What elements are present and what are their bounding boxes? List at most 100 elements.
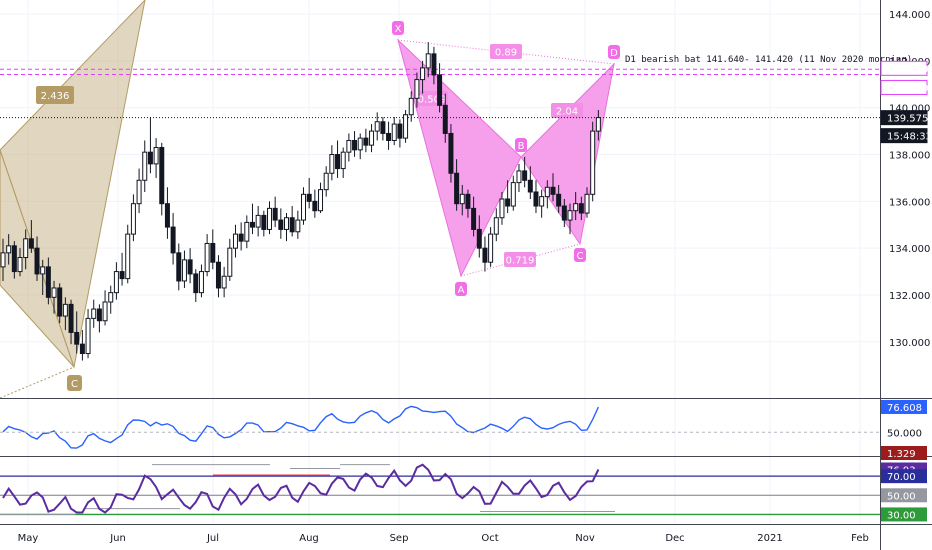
x-tick-label: Oct [481, 533, 498, 544]
candle [454, 159, 460, 211]
bat-point-d-label: D [610, 48, 618, 59]
oscillator-2-pane [0, 463, 880, 516]
candle [323, 166, 329, 197]
candle-body [329, 154, 335, 174]
candle-body [125, 233, 131, 280]
candle-body [386, 132, 392, 141]
candle [295, 210, 301, 239]
candle-body [340, 151, 346, 170]
candle [68, 299, 74, 345]
candle [391, 117, 397, 146]
candle [85, 309, 91, 359]
candle-body [215, 261, 221, 289]
candle [255, 206, 261, 237]
candle [91, 299, 97, 328]
candle-body [573, 203, 579, 212]
candle [204, 234, 210, 277]
candle-body [527, 179, 533, 193]
candle-body [272, 207, 278, 221]
oscillator-1-line [2, 405, 600, 449]
oscillator-1-pane [0, 405, 880, 449]
candle-body [369, 130, 375, 146]
candle [62, 297, 68, 331]
candle [448, 124, 454, 183]
candle [210, 229, 216, 270]
candle-body [238, 233, 244, 242]
candle-body [516, 170, 522, 184]
candle-body [584, 193, 590, 214]
candle-body [595, 117, 601, 132]
price-tick-label: 138.000 [889, 151, 930, 162]
candle-body [278, 219, 284, 230]
candle [181, 250, 187, 288]
candle [102, 290, 108, 326]
candle-body [335, 154, 341, 170]
candle-body [318, 189, 324, 212]
candle-body [232, 233, 238, 249]
candle [590, 121, 596, 202]
candle [437, 63, 443, 113]
candle [527, 166, 533, 199]
candle-body [164, 203, 170, 228]
oscillator-2-line [2, 463, 600, 514]
candle [6, 234, 12, 265]
candle-body [352, 139, 358, 151]
candle-body [51, 287, 57, 298]
candle [45, 257, 51, 305]
candle-body [295, 219, 301, 233]
candle [289, 206, 295, 237]
oscillator-1-level-label: 50.000 [887, 428, 922, 439]
x-tick-label: Aug [299, 533, 319, 544]
candle [352, 131, 358, 157]
candle-body [346, 139, 352, 153]
candle-body [476, 228, 482, 249]
candle [335, 140, 341, 178]
candle-body [488, 233, 494, 263]
candle [51, 280, 57, 314]
candle-body [437, 74, 443, 106]
x-tick-label: Sep [390, 533, 409, 544]
candle [0, 238, 6, 281]
candle [493, 208, 499, 242]
candle-body [431, 53, 437, 76]
oscillator-2-level-label: 70.00 [887, 472, 916, 483]
candle-body [510, 182, 516, 207]
candle [510, 175, 516, 211]
candle [176, 243, 182, 291]
bat-ratio-box [504, 252, 536, 267]
candle-body [40, 266, 46, 275]
candle [232, 224, 238, 258]
candle-body [57, 287, 63, 317]
candle [198, 264, 204, 298]
price-tick-label: 136.000 [889, 197, 930, 208]
candle [374, 112, 380, 141]
candle [488, 227, 494, 267]
candle [516, 163, 522, 192]
candle-body [142, 151, 148, 181]
candle [74, 311, 80, 354]
candle-body [442, 104, 448, 134]
candle-body [45, 266, 51, 298]
x-tick-label: Jul [206, 533, 219, 544]
candle-body [91, 308, 97, 319]
candle-body [448, 132, 454, 174]
candle [471, 196, 477, 237]
candle [403, 110, 409, 143]
candle-body [204, 242, 210, 273]
candle-body [130, 203, 136, 235]
candle-body [357, 137, 363, 151]
candle-body [505, 198, 511, 207]
x-tick-label: Nov [575, 533, 595, 544]
candle-body [0, 252, 6, 268]
candle [346, 133, 352, 162]
bat-point-box [455, 282, 467, 296]
x-tick-label: Dec [665, 533, 684, 544]
candle [142, 140, 148, 192]
candle-body [493, 217, 499, 235]
bat-point-box [574, 248, 586, 262]
candle-body [227, 247, 233, 277]
candle [357, 133, 363, 160]
candle-body [62, 303, 68, 317]
candle-body [408, 97, 414, 116]
